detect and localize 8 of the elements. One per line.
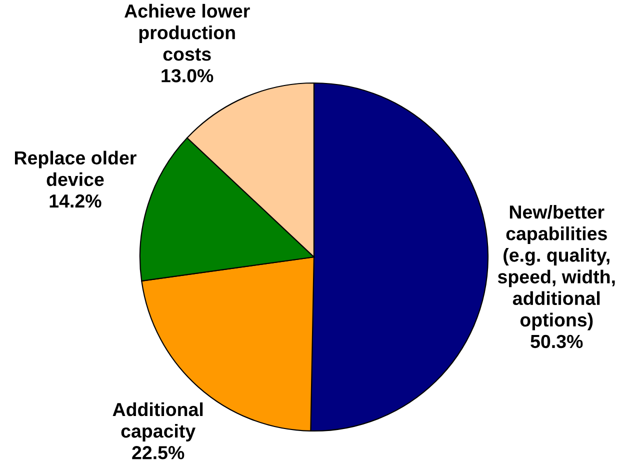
slice-label: New/better capabilities (e.g. quality, speed, width, additional options)	[498, 204, 615, 330]
slice-label: Achieve lower production costs	[124, 4, 250, 61]
data-label: 50.3%	[530, 334, 583, 348]
slice-label: Replace older device	[14, 150, 136, 186]
data-label: 22.5%	[132, 446, 184, 460]
data-label: 14.2%	[50, 194, 102, 208]
data-label: 13.0%	[162, 69, 214, 82]
slice-label: Additional capacity	[112, 402, 203, 442]
